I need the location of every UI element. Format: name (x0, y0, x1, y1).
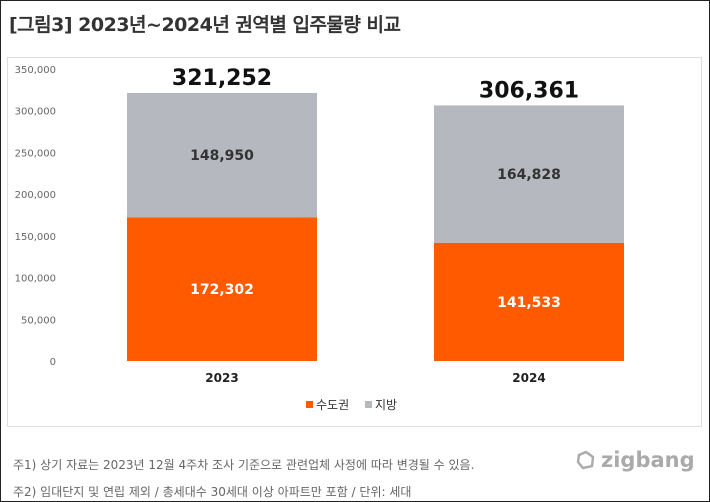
data-label: 164,828 (497, 167, 561, 183)
logo-text: zigbang (601, 448, 695, 472)
bar-capital-2024 (434, 242, 624, 361)
bar-capital-2023 (127, 217, 317, 361)
total-label: 321,252 (172, 66, 272, 91)
legend-label: 수도권 (316, 398, 349, 412)
y-tick-label: 100,000 (15, 274, 56, 285)
y-tick-label: 150,000 (15, 232, 56, 243)
legend-swatch (365, 401, 372, 408)
bar-regional-2023 (127, 92, 317, 218)
x-tick-label: 2024 (512, 371, 545, 385)
zigbang-logo-icon (576, 450, 595, 470)
y-tick-label: 200,000 (15, 190, 56, 201)
legend-label: 지방 (375, 398, 397, 412)
figure-title: [그림3] 2023년~2024년 권역별 입주물량 비교 (9, 14, 401, 36)
x-tick-label: 2023 (205, 371, 238, 385)
legend-swatch (306, 401, 313, 408)
y-tick-label: 350,000 (15, 65, 56, 76)
data-label: 141,533 (497, 295, 561, 311)
zigbang-logo: zigbang (575, 448, 695, 472)
data-label: 172,302 (190, 282, 254, 298)
chart-box (7, 57, 702, 427)
total-label: 306,361 (479, 78, 579, 103)
y-tick-label: 0 (50, 357, 56, 368)
y-tick-label: 50,000 (21, 315, 56, 326)
note-1: 주1) 상기 자료는 2023년 12월 4주차 조사 기준으로 관련업체 사정… (13, 458, 475, 472)
note-2: 주2) 임대단지 및 연립 제외 / 총세대수 30세대 이상 아파트만 포함 … (13, 485, 412, 499)
data-label: 148,950 (190, 148, 254, 164)
y-tick-label: 250,000 (15, 148, 56, 159)
y-tick-label: 300,000 (15, 107, 56, 118)
bar-regional-2024 (434, 105, 624, 243)
